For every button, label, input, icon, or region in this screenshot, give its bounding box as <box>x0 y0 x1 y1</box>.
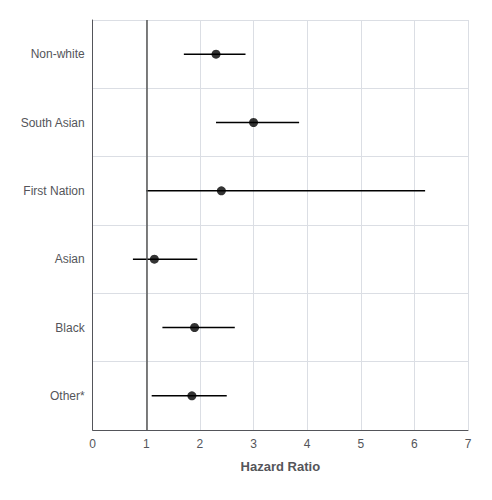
svg-text:South Asian: South Asian <box>21 116 85 130</box>
svg-text:Non-white: Non-white <box>31 47 85 61</box>
svg-text:7: 7 <box>465 437 472 451</box>
svg-text:Other*: Other* <box>50 389 85 403</box>
svg-text:Asian: Asian <box>55 252 85 266</box>
svg-text:2: 2 <box>197 437 204 451</box>
svg-text:Hazard Ratio: Hazard Ratio <box>241 459 321 474</box>
svg-text:3: 3 <box>250 437 257 451</box>
svg-text:4: 4 <box>304 437 311 451</box>
svg-text:1: 1 <box>143 437 150 451</box>
svg-text:First Nation: First Nation <box>23 184 84 198</box>
svg-text:5: 5 <box>357 437 364 451</box>
svg-text:Black: Black <box>55 321 85 335</box>
svg-text:0: 0 <box>89 437 96 451</box>
svg-text:6: 6 <box>411 437 418 451</box>
